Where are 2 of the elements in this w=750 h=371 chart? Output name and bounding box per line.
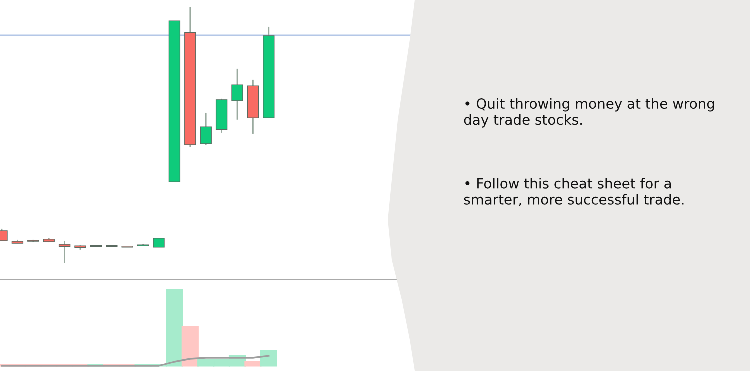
text: • Quit throwing money at the wrong day trade stocks. [464, 98, 714, 128]
text: • Follow this cheat sheet for a smarter, more successful trade. [464, 178, 684, 206]
